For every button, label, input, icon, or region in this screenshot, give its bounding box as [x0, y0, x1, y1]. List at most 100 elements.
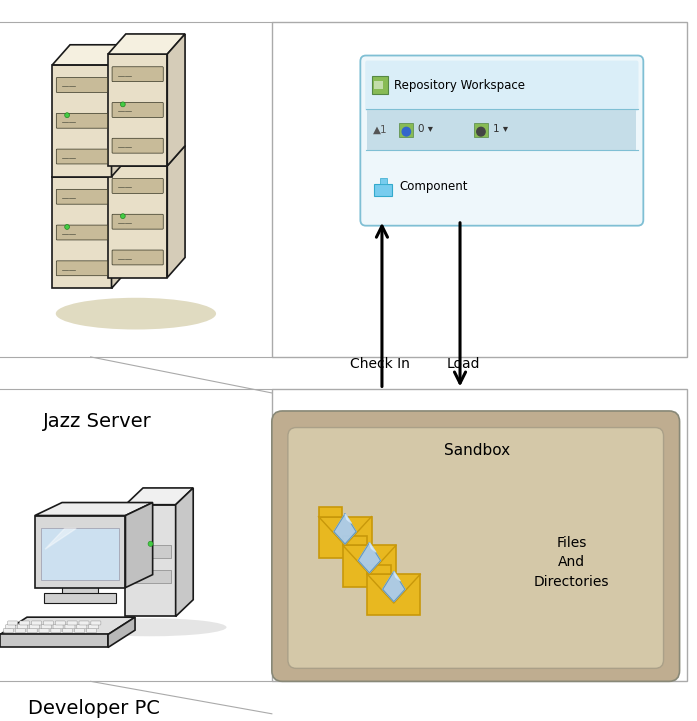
FancyBboxPatch shape: [56, 78, 107, 92]
Polygon shape: [334, 514, 356, 544]
FancyBboxPatch shape: [319, 507, 342, 516]
Polygon shape: [35, 516, 125, 588]
Polygon shape: [394, 572, 400, 581]
FancyBboxPatch shape: [27, 629, 37, 632]
FancyBboxPatch shape: [474, 123, 488, 138]
FancyBboxPatch shape: [6, 625, 15, 629]
Text: Check In: Check In: [350, 357, 410, 371]
FancyBboxPatch shape: [43, 621, 54, 625]
Text: 0 ▾: 0 ▾: [418, 125, 434, 135]
Ellipse shape: [73, 618, 227, 636]
Polygon shape: [108, 617, 135, 647]
FancyBboxPatch shape: [41, 528, 119, 580]
FancyBboxPatch shape: [343, 545, 396, 587]
Text: ▲1: ▲1: [373, 125, 388, 135]
FancyBboxPatch shape: [399, 123, 413, 138]
Polygon shape: [383, 572, 405, 601]
FancyBboxPatch shape: [365, 61, 638, 111]
Polygon shape: [112, 45, 129, 177]
Polygon shape: [369, 543, 376, 552]
FancyBboxPatch shape: [272, 22, 687, 357]
Polygon shape: [0, 634, 108, 647]
FancyBboxPatch shape: [112, 138, 163, 153]
FancyBboxPatch shape: [130, 570, 171, 583]
FancyBboxPatch shape: [39, 629, 49, 632]
Polygon shape: [358, 543, 381, 572]
FancyBboxPatch shape: [374, 81, 383, 89]
FancyBboxPatch shape: [56, 113, 107, 128]
Polygon shape: [52, 177, 112, 288]
Polygon shape: [125, 503, 153, 588]
FancyBboxPatch shape: [272, 389, 687, 681]
Polygon shape: [0, 617, 135, 634]
Polygon shape: [45, 528, 76, 549]
FancyBboxPatch shape: [41, 625, 51, 629]
FancyBboxPatch shape: [65, 625, 75, 629]
FancyBboxPatch shape: [56, 261, 107, 275]
FancyBboxPatch shape: [55, 621, 66, 625]
FancyBboxPatch shape: [15, 629, 25, 632]
FancyBboxPatch shape: [62, 582, 98, 595]
FancyBboxPatch shape: [20, 621, 29, 625]
Text: Jazz Server: Jazz Server: [43, 412, 152, 431]
Polygon shape: [108, 166, 167, 278]
FancyBboxPatch shape: [51, 629, 61, 632]
FancyBboxPatch shape: [112, 102, 163, 118]
FancyBboxPatch shape: [44, 593, 116, 603]
Text: Repository Workspace: Repository Workspace: [394, 79, 525, 92]
FancyBboxPatch shape: [319, 516, 372, 558]
Polygon shape: [52, 156, 129, 177]
Circle shape: [402, 128, 411, 136]
Text: Sandbox: Sandbox: [445, 443, 510, 458]
Text: Load: Load: [447, 357, 480, 371]
FancyBboxPatch shape: [56, 225, 107, 240]
Polygon shape: [125, 505, 176, 616]
FancyBboxPatch shape: [367, 565, 391, 574]
FancyBboxPatch shape: [31, 621, 42, 625]
Polygon shape: [167, 34, 185, 166]
Polygon shape: [125, 488, 193, 505]
FancyBboxPatch shape: [112, 250, 163, 265]
FancyBboxPatch shape: [360, 56, 643, 226]
FancyBboxPatch shape: [75, 629, 85, 632]
Text: Developer PC: Developer PC: [28, 699, 160, 717]
FancyBboxPatch shape: [372, 76, 388, 94]
FancyBboxPatch shape: [112, 214, 163, 229]
Polygon shape: [108, 34, 185, 54]
Polygon shape: [112, 156, 129, 288]
FancyBboxPatch shape: [130, 545, 171, 558]
FancyBboxPatch shape: [380, 178, 387, 184]
FancyBboxPatch shape: [8, 621, 17, 625]
Polygon shape: [108, 54, 167, 166]
FancyBboxPatch shape: [29, 625, 39, 629]
FancyBboxPatch shape: [79, 621, 89, 625]
FancyBboxPatch shape: [343, 536, 367, 545]
FancyBboxPatch shape: [56, 190, 107, 204]
FancyBboxPatch shape: [374, 184, 392, 197]
FancyBboxPatch shape: [63, 629, 72, 632]
FancyBboxPatch shape: [56, 149, 107, 164]
FancyBboxPatch shape: [272, 411, 680, 681]
Polygon shape: [345, 514, 351, 523]
Circle shape: [121, 102, 125, 107]
Polygon shape: [35, 503, 153, 516]
FancyBboxPatch shape: [112, 67, 163, 81]
FancyBboxPatch shape: [17, 625, 27, 629]
Text: Files
And
Directories: Files And Directories: [534, 536, 609, 589]
FancyBboxPatch shape: [86, 629, 97, 632]
Polygon shape: [167, 146, 185, 278]
FancyBboxPatch shape: [91, 621, 101, 625]
FancyBboxPatch shape: [67, 621, 77, 625]
Circle shape: [65, 224, 70, 229]
FancyBboxPatch shape: [288, 428, 664, 668]
Polygon shape: [52, 65, 112, 177]
FancyBboxPatch shape: [89, 625, 99, 629]
Text: 1 ▾: 1 ▾: [493, 125, 508, 135]
FancyBboxPatch shape: [77, 625, 87, 629]
Ellipse shape: [56, 298, 216, 329]
FancyBboxPatch shape: [3, 629, 13, 632]
Polygon shape: [176, 488, 193, 616]
FancyBboxPatch shape: [367, 574, 420, 616]
FancyBboxPatch shape: [367, 109, 636, 150]
FancyBboxPatch shape: [112, 179, 163, 193]
